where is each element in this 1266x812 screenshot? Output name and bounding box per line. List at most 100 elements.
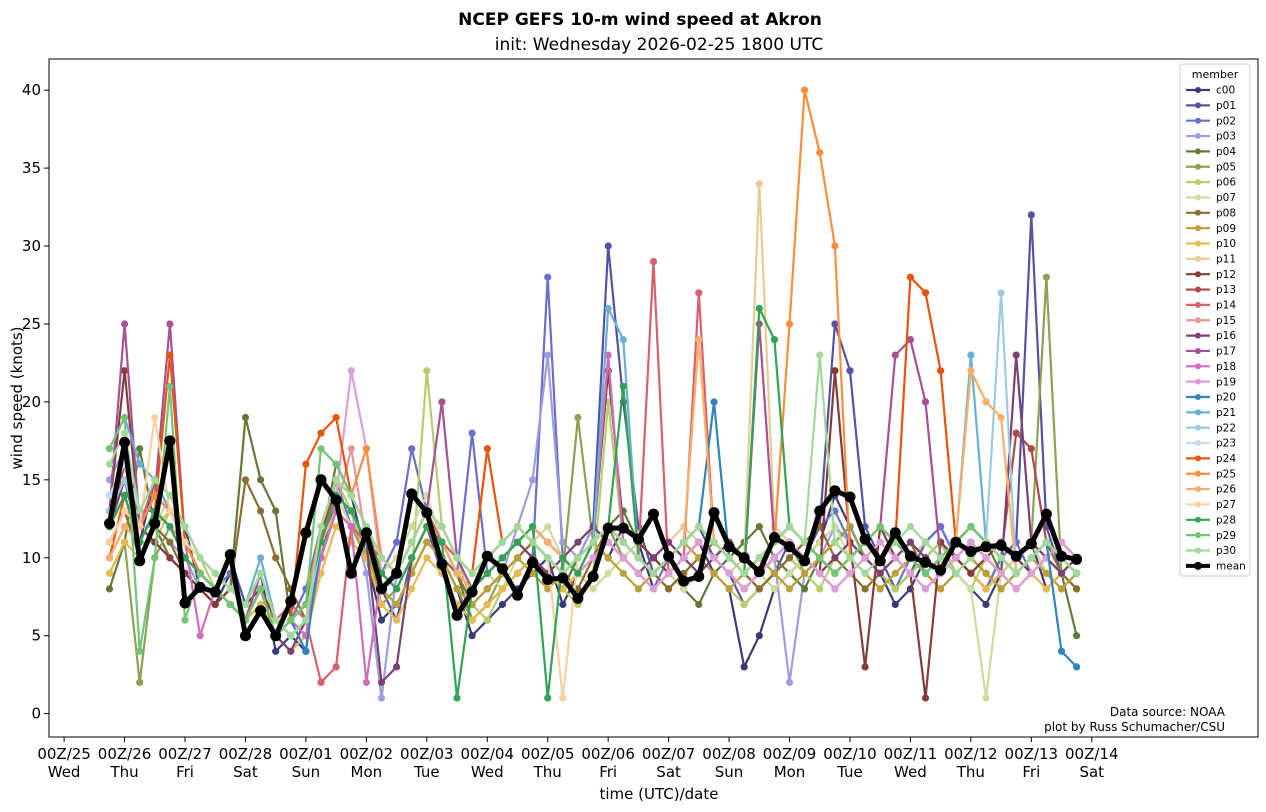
point-mean-25 bbox=[481, 550, 493, 562]
legend-entry-p14: p14 bbox=[1186, 300, 1236, 312]
legend-swatch-dot-p21 bbox=[1195, 409, 1201, 416]
y-tick-label-15: 15 bbox=[22, 471, 41, 489]
point-p30-18 bbox=[377, 554, 386, 562]
point-p10-1 bbox=[121, 538, 129, 546]
point-p08-31 bbox=[574, 585, 582, 593]
point-p28-28 bbox=[529, 523, 537, 531]
y-tick-label-40: 40 bbox=[22, 81, 41, 99]
x-tick-date-1: 00Z/26 bbox=[98, 745, 152, 763]
y-tick-label-0: 0 bbox=[31, 705, 41, 723]
point-p05-62 bbox=[1042, 273, 1050, 281]
legend-frame bbox=[1179, 63, 1251, 577]
point-p10-19 bbox=[393, 616, 401, 624]
x-tick-day-11: Sun bbox=[715, 763, 744, 781]
legend-label-p23: p23 bbox=[1216, 438, 1236, 450]
point-p16-53 bbox=[906, 538, 915, 546]
point-p09-63 bbox=[1057, 585, 1066, 593]
point-p06-52 bbox=[891, 585, 899, 593]
point-p08-10 bbox=[257, 507, 265, 515]
point-mean-22 bbox=[436, 558, 448, 570]
point-p09-40 bbox=[710, 569, 718, 577]
point-p28-23 bbox=[453, 694, 461, 702]
point-p30-23 bbox=[453, 554, 461, 562]
point-p30-40 bbox=[710, 538, 718, 546]
point-p25-46 bbox=[801, 86, 809, 94]
point-mean-52 bbox=[889, 527, 901, 539]
point-p08-45 bbox=[785, 554, 794, 562]
axes-layer: 051015202530354000Z/25Wed00Z/26Thu00Z/27… bbox=[22, 58, 1259, 781]
point-p19-51 bbox=[876, 538, 884, 546]
point-p19-39 bbox=[695, 538, 703, 546]
point-p28-43 bbox=[755, 304, 763, 312]
legend-label-p07: p07 bbox=[1216, 192, 1236, 204]
point-p16-60 bbox=[1012, 351, 1020, 359]
point-p10-21 bbox=[423, 554, 431, 562]
point-p30-24 bbox=[468, 569, 476, 577]
point-mean-14 bbox=[315, 474, 327, 486]
point-mean-5 bbox=[179, 597, 191, 609]
point-mean-55 bbox=[935, 564, 947, 576]
point-p14-39 bbox=[695, 289, 703, 297]
point-p30-59 bbox=[997, 554, 1005, 562]
point-p04-0 bbox=[105, 585, 114, 593]
point-p08-11 bbox=[272, 554, 280, 562]
point-p16-51 bbox=[876, 569, 884, 577]
point-p26-23 bbox=[453, 569, 461, 577]
x-tick-date-3: 00Z/28 bbox=[219, 745, 273, 763]
point-p09-59 bbox=[997, 585, 1005, 593]
point-p17-4 bbox=[166, 320, 174, 328]
point-mean-40 bbox=[708, 507, 720, 519]
point-mean-47 bbox=[814, 505, 826, 517]
point-p30-48 bbox=[831, 538, 839, 546]
point-p07-20 bbox=[408, 523, 416, 531]
point-p12-50 bbox=[861, 663, 869, 671]
point-p30-4 bbox=[166, 491, 174, 499]
point-p28-22 bbox=[438, 538, 446, 546]
point-p20-40 bbox=[710, 398, 718, 406]
legend-swatch-dot-p19 bbox=[1195, 378, 1201, 385]
legend-swatch-dot-p24 bbox=[1195, 455, 1201, 462]
legend-swatch-dot-p23 bbox=[1195, 440, 1201, 447]
point-p17-1 bbox=[121, 320, 129, 328]
point-p24-13 bbox=[302, 460, 310, 468]
point-p19-32 bbox=[589, 554, 597, 562]
legend-swatch-dot-p15 bbox=[1195, 317, 1201, 324]
point-p04-64 bbox=[1073, 632, 1081, 640]
point-p04-11 bbox=[272, 507, 280, 515]
legend-entry-p18: p18 bbox=[1186, 361, 1236, 373]
x-tick-date-14: 00Z/11 bbox=[884, 745, 938, 763]
point-p10-20 bbox=[408, 585, 416, 593]
point-p30-32 bbox=[589, 538, 597, 546]
x-tick-day-16: Fri bbox=[1022, 763, 1040, 781]
point-p10-0 bbox=[105, 569, 114, 577]
x-tick-date-13: 00Z/10 bbox=[823, 745, 877, 763]
legend-label-p16: p16 bbox=[1216, 330, 1236, 342]
legend-entry-p20: p20 bbox=[1186, 392, 1236, 404]
legend-entry-p10: p10 bbox=[1186, 238, 1236, 250]
point-mean-59 bbox=[995, 539, 1007, 551]
point-mean-41 bbox=[723, 541, 735, 553]
point-p24-15 bbox=[332, 413, 340, 422]
legend-swatch-dot-p08 bbox=[1195, 209, 1201, 216]
legend-label-p30: p30 bbox=[1216, 545, 1236, 557]
point-p27-5 bbox=[181, 538, 189, 546]
point-p09-29 bbox=[544, 585, 552, 593]
point-p12-57 bbox=[967, 569, 975, 577]
point-p12-1 bbox=[121, 367, 129, 375]
point-p19-54 bbox=[921, 585, 930, 593]
point-p07-57 bbox=[967, 585, 975, 593]
point-mean-12 bbox=[285, 595, 297, 607]
point-p13-60 bbox=[1012, 429, 1020, 437]
point-p08-50 bbox=[861, 585, 869, 593]
point-p30-8 bbox=[226, 585, 234, 593]
point-p29-1 bbox=[121, 413, 129, 422]
point-p24-53 bbox=[906, 273, 915, 281]
point-p19-38 bbox=[680, 554, 688, 562]
point-p14-14 bbox=[317, 678, 325, 687]
point-p21-34 bbox=[619, 336, 627, 344]
point-p09-35 bbox=[634, 585, 643, 593]
x-tick-date-4: 00Z/01 bbox=[279, 745, 333, 763]
point-p01-49 bbox=[846, 367, 854, 375]
point-p30-15 bbox=[332, 476, 340, 484]
